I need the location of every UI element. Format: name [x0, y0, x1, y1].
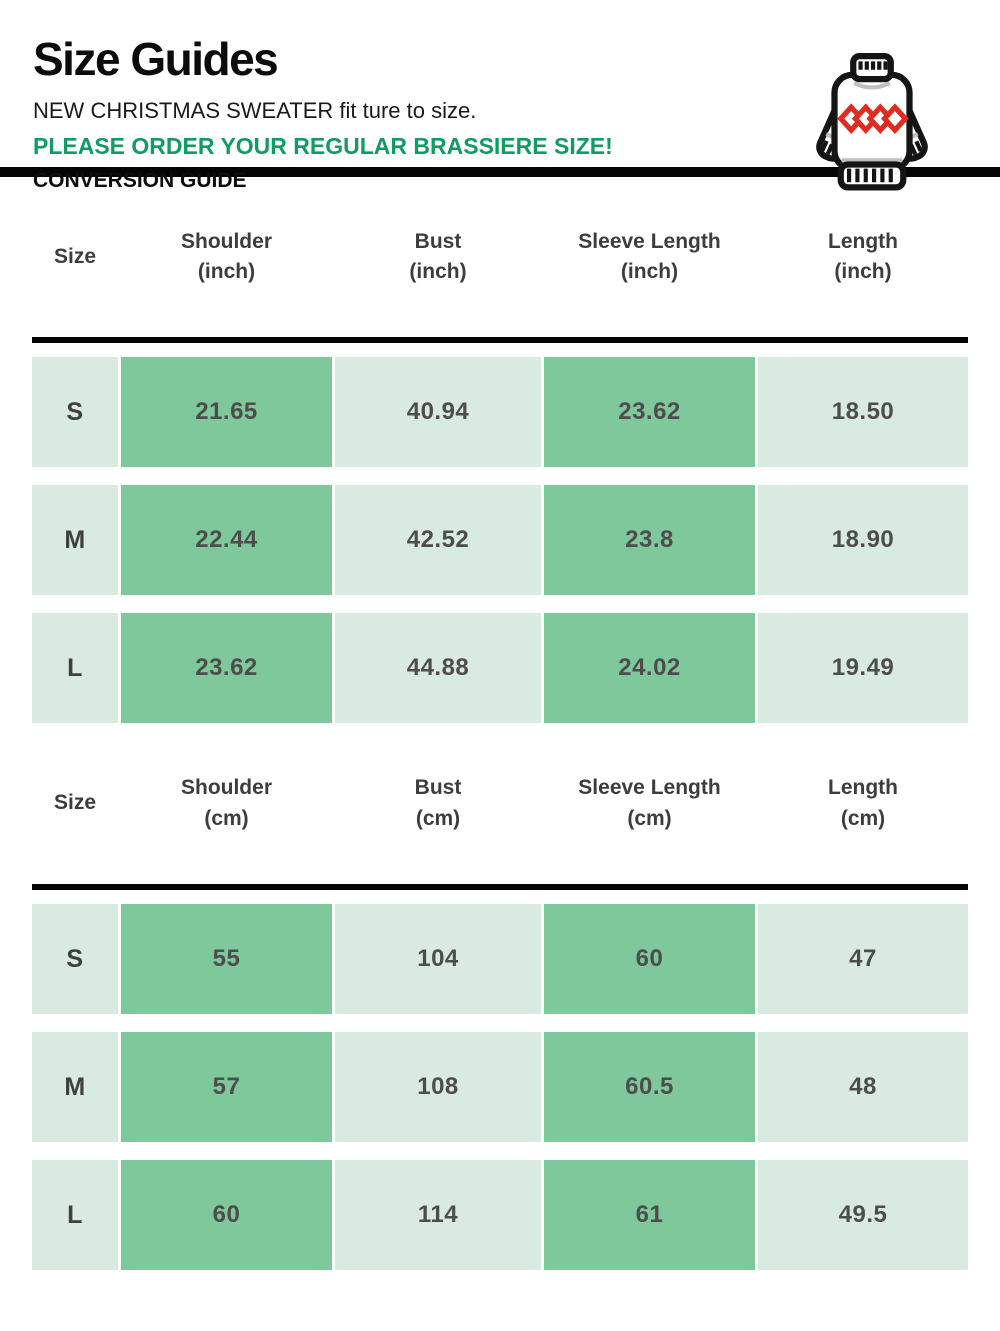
- cell-length: 18.50: [758, 357, 968, 467]
- column-header-label: Size: [53, 244, 97, 268]
- cell-bust: 108: [335, 1032, 541, 1142]
- column-header-bust: Bust (inch): [335, 177, 541, 337]
- conversion-guide-label: CONVERSION GUIDE: [33, 169, 247, 192]
- column-header-unit: (inch): [834, 260, 892, 283]
- column-header-sleeve-length: Sleeve Length (inch): [544, 177, 755, 337]
- cell-shoulder: 55: [121, 904, 332, 1014]
- cell-shoulder: 21.65: [121, 357, 332, 467]
- column-header-unit: (cm): [415, 806, 461, 830]
- cell-sleeve-length: 61: [544, 1160, 755, 1270]
- column-header-label: Sleeve Length: [578, 229, 721, 253]
- header-underline: [32, 337, 968, 343]
- cell-length: 49.5: [758, 1160, 968, 1270]
- column-header-bust: Bust (cm): [335, 723, 541, 884]
- column-header-label: Sleeve Length: [578, 776, 721, 800]
- table-row-s-cm: S 55 104 60 47: [32, 904, 968, 1014]
- cell-size: M: [32, 485, 118, 595]
- order-size-warning: PLEASE ORDER YOUR REGULAR BRASSIERE SIZE…: [33, 133, 613, 159]
- column-header-label: Bust: [414, 229, 462, 253]
- column-header-label: Length: [828, 229, 898, 253]
- cell-bust: 44.88: [335, 613, 541, 723]
- cell-shoulder: 23.62: [121, 613, 332, 723]
- sweater-icon: [802, 52, 942, 202]
- cell-sleeve-length: 23.62: [544, 357, 755, 467]
- column-header-size: Size: [32, 723, 118, 884]
- table-header-row-cm: Size Shoulder (cm) Bust (cm) Sleeve Leng…: [32, 723, 968, 884]
- column-header-shoulder: Shoulder (inch): [121, 177, 332, 337]
- page-header: Size Guides NEW CHRISTMAS SWEATER fit tu…: [0, 0, 1000, 192]
- column-header-label: Shoulder: [180, 229, 272, 253]
- cell-length: 19.49: [758, 613, 968, 723]
- table-row-s-inch: S 21.65 40.94 23.62 18.50: [32, 357, 968, 467]
- page-subtitle: NEW CHRISTMAS SWEATER fit ture to size.: [33, 98, 477, 123]
- page-title: Size Guides: [33, 33, 279, 85]
- column-header-unit: (cm): [204, 806, 249, 830]
- column-header-length: Length (inch): [758, 177, 968, 337]
- column-header-length: Length (cm): [758, 723, 968, 884]
- cell-shoulder: 60: [121, 1160, 332, 1270]
- cell-bust: 42.52: [335, 485, 541, 595]
- column-header-shoulder: Shoulder (cm): [121, 723, 332, 884]
- column-header-unit: (inch): [197, 260, 256, 283]
- cell-bust: 104: [335, 904, 541, 1014]
- table-row-l-cm: L 60 114 61 49.5: [32, 1160, 968, 1270]
- column-header-unit: (inch): [409, 260, 467, 283]
- cell-size: M: [32, 1032, 118, 1142]
- column-header-label: Bust: [414, 776, 462, 800]
- cell-size: S: [32, 357, 118, 467]
- cell-bust: 114: [335, 1160, 541, 1270]
- table-row-m-cm: M 57 108 60.5 48: [32, 1032, 968, 1142]
- size-table-cm: Size Shoulder (cm) Bust (cm) Sleeve Leng…: [32, 723, 968, 1270]
- cell-length: 47: [758, 904, 968, 1014]
- column-header-label: Shoulder: [180, 776, 272, 800]
- column-header-unit: (cm): [840, 806, 886, 830]
- table-row-l-inch: L 23.62 44.88 24.02 19.49: [32, 613, 968, 723]
- table-header-row-inch: Size Shoulder (inch) Bust (inch) Sleeve …: [32, 177, 968, 337]
- column-header-unit: (inch): [620, 260, 679, 283]
- column-header-label: Size: [53, 791, 97, 815]
- cell-length: 18.90: [758, 485, 968, 595]
- cell-bust: 40.94: [335, 357, 541, 467]
- column-header-label: Length: [828, 776, 898, 800]
- column-header-sleeve-length: Sleeve Length (cm): [544, 723, 755, 884]
- size-table-inch: Size Shoulder (inch) Bust (inch) Sleeve …: [32, 177, 968, 723]
- cell-sleeve-length: 60.5: [544, 1032, 755, 1142]
- cell-length: 48: [758, 1032, 968, 1142]
- cell-size: L: [32, 1160, 118, 1270]
- cell-sleeve-length: 24.02: [544, 613, 755, 723]
- cell-size: S: [32, 904, 118, 1014]
- cell-sleeve-length: 60: [544, 904, 755, 1014]
- cell-shoulder: 22.44: [121, 485, 332, 595]
- table-row-m-inch: M 22.44 42.52 23.8 18.90: [32, 485, 968, 595]
- column-header-size: Size: [32, 177, 118, 337]
- cell-sleeve-length: 23.8: [544, 485, 755, 595]
- cell-size: L: [32, 613, 118, 723]
- top-divider-bar: [0, 167, 1000, 177]
- header-underline: [32, 884, 968, 890]
- sweater-icon-svg: [816, 53, 928, 191]
- cell-shoulder: 57: [121, 1032, 332, 1142]
- column-header-unit: (cm): [627, 806, 672, 830]
